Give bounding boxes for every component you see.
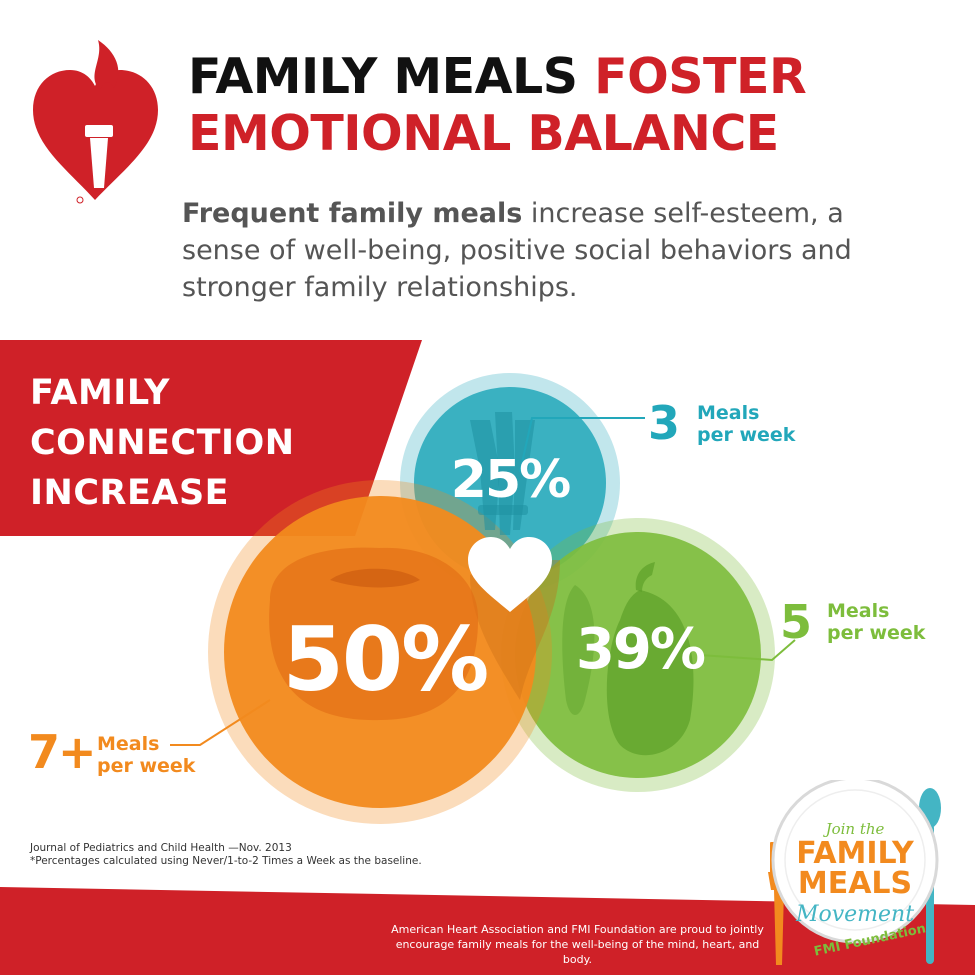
banner-shape xyxy=(0,340,422,536)
title-red-1: FOSTER xyxy=(594,48,807,105)
subtitle-rest: increase self-esteem, a sense of well-be… xyxy=(182,198,852,303)
connector-green xyxy=(699,639,796,662)
pepper-icon xyxy=(562,562,694,756)
badge-movement: Movement xyxy=(795,902,915,927)
meals-5-line1: Meals xyxy=(827,600,890,622)
meals-3-line2: per week xyxy=(697,424,796,446)
stat-percent-3: 25% xyxy=(450,450,571,510)
footer-text: American Heart Association and FMI Found… xyxy=(380,922,775,967)
tomato-icon xyxy=(269,547,479,721)
banner-line-2: CONNECTION xyxy=(30,423,295,463)
meals-3-line1: Meals xyxy=(697,402,760,424)
footer-band xyxy=(0,887,975,975)
badge-family: FAMILY xyxy=(796,836,914,871)
meals-3-number: 3 xyxy=(648,396,681,450)
heart-icon xyxy=(468,537,552,612)
subtitle-bold: Frequent family meals xyxy=(182,198,523,229)
meals-7-line1: Meals xyxy=(97,733,160,755)
citation-line-1: Journal of Pediatrics and Child Health —… xyxy=(30,842,292,854)
meals-7-label: Meals per week xyxy=(97,733,195,777)
title-red-2: EMOTIONAL BALANCE xyxy=(188,105,779,162)
badge-join: Join the xyxy=(825,820,885,838)
citation-line-2: *Percentages calculated using Never/1-to… xyxy=(30,855,422,867)
banner-line-3: INCREASE xyxy=(30,473,230,513)
meals-7-line2: per week xyxy=(97,755,196,777)
banner-heading: FAMILY CONNECTION INCREASE xyxy=(30,368,295,518)
meals-5-number: 5 xyxy=(780,595,813,649)
connector-teal xyxy=(519,417,645,473)
connector-orange xyxy=(170,699,271,746)
page-title: FAMILY MEALS FOSTER EMOTIONAL BALANCE xyxy=(188,48,807,162)
aha-heart-torch-logo xyxy=(33,40,158,204)
subtitle: Frequent family meals increase self-este… xyxy=(182,195,882,306)
title-black: FAMILY MEALS xyxy=(188,48,578,105)
badge-plate xyxy=(768,780,941,965)
footer-line-1: American Heart Association and FMI Found… xyxy=(391,923,764,936)
badge-meals: MEALS xyxy=(797,866,913,901)
citation: Journal of Pediatrics and Child Health —… xyxy=(30,842,422,868)
meals-5-line2: per week xyxy=(827,622,926,644)
asparagus-icon xyxy=(470,412,535,535)
stat-percent-7: 50% xyxy=(282,608,490,711)
meals-7-number: 7+ xyxy=(28,725,97,779)
meals-3-label: Meals per week xyxy=(697,402,795,446)
banner-line-1: FAMILY xyxy=(30,373,171,413)
meals-5-label: Meals per week xyxy=(827,600,925,644)
footer-line-2: encourage family meals for the well-bein… xyxy=(395,938,760,966)
stat-percent-5: 39% xyxy=(575,617,706,682)
